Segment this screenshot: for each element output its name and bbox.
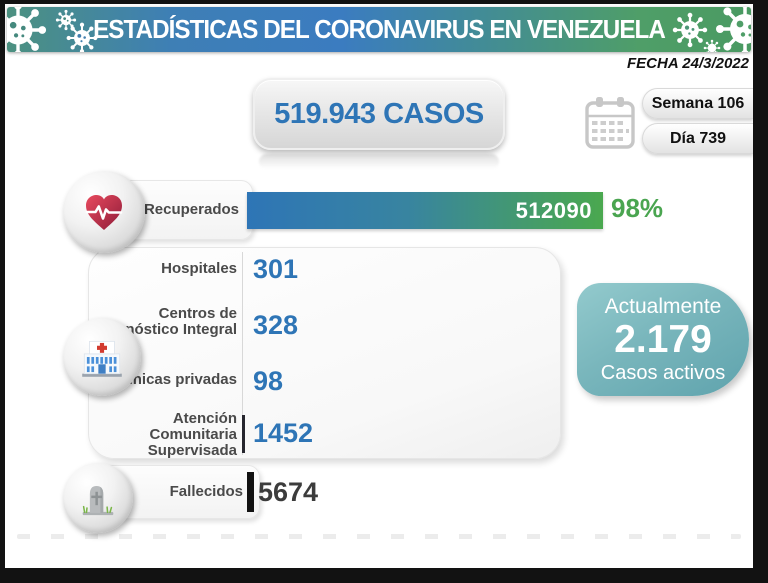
week-badge-label: Semana 106: [651, 94, 745, 112]
divider-line: [242, 252, 243, 455]
heart-icon: [85, 195, 123, 230]
reflection-dashes: [17, 534, 741, 539]
hospital-icon: [82, 340, 122, 377]
active-cases-bubble: Actualmente 2.179 Casos activos: [577, 283, 749, 396]
active-cases-value: 2.179: [614, 317, 712, 361]
virus-icon: [65, 21, 99, 52]
deceased-value: 5674: [258, 477, 319, 507]
active-cases-prefix: Actualmente: [604, 294, 722, 318]
heart-badge: [63, 171, 145, 253]
day-badge-label: Día 739: [669, 129, 727, 147]
total-cases-value: 519.943 CASOS: [274, 97, 484, 130]
week-badge: Semana 106: [642, 88, 753, 119]
recovered-value: 512090: [515, 197, 592, 223]
tombstone-badge: [63, 463, 133, 533]
virus-icon: [55, 9, 77, 31]
virus-icon: [7, 7, 49, 52]
recovered-percent: 98%: [611, 193, 664, 223]
deceased-tick-mark: [247, 472, 254, 512]
virus-icon: [703, 39, 721, 52]
day-badge: Día 739: [642, 123, 753, 154]
active-cases-suffix: Casos activos: [600, 361, 726, 384]
facility-value-acs: 1452: [253, 418, 314, 448]
facility-value-clinicas: 98: [253, 366, 284, 396]
date-label: FECHA 24/3/2022: [626, 55, 749, 72]
page-title: ESTADÍSTICAS DEL CORONAVIRUS EN VENEZUEL…: [93, 14, 666, 44]
virus-icon: [671, 11, 709, 49]
facility-tick-mark: [242, 415, 245, 453]
content-area: ESTADÍSTICAS DEL CORONAVIRUS EN VENEZUEL…: [5, 4, 753, 568]
facilities-panel: [88, 247, 561, 459]
hospital-badge: [63, 318, 141, 396]
recovered-bar: 512090: [247, 192, 603, 229]
header-banner: ESTADÍSTICAS DEL CORONAVIRUS EN VENEZUEL…: [7, 7, 751, 52]
facility-value-hospitales: 301: [253, 254, 299, 284]
cases-card-reflection: [259, 154, 499, 169]
facility-label-hospitales: Hospitales: [161, 260, 237, 277]
facility-value-cdi: 328: [253, 310, 299, 340]
tombstone-icon: [82, 486, 114, 516]
facility-label-acs: Atención Comunitaria Supervisada: [147, 410, 237, 459]
calendar-icon: [583, 94, 637, 152]
virus-icon: [713, 7, 751, 52]
total-cases-card: 519.943 CASOS: [253, 78, 505, 150]
deceased-label: Fallecidos: [169, 483, 243, 500]
recovered-label: Recuperados: [143, 201, 239, 218]
